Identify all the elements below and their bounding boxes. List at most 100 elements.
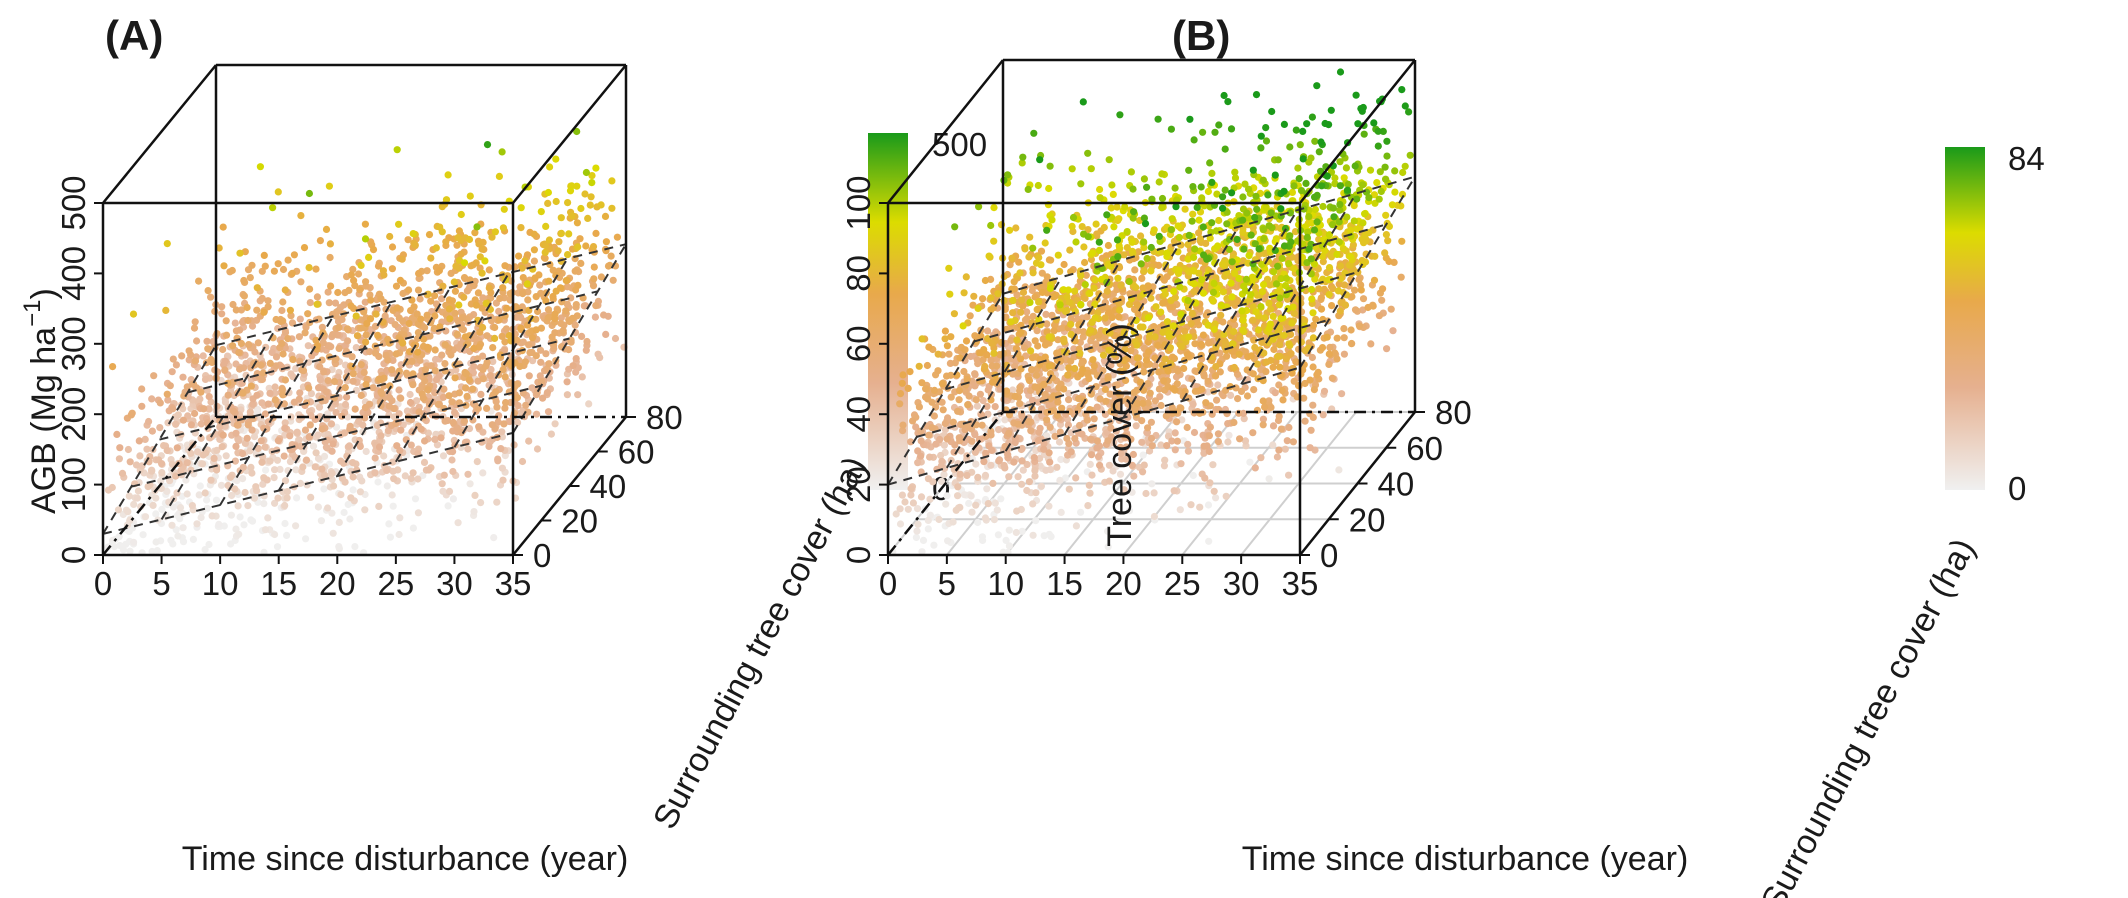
data-point: [517, 224, 525, 232]
data-point: [481, 257, 489, 265]
data-point: [1045, 184, 1053, 193]
data-point: [1184, 440, 1192, 448]
data-point: [378, 390, 386, 398]
data-point: [1193, 203, 1201, 211]
data-point: [177, 467, 185, 475]
data-point: [590, 275, 598, 283]
data-point: [1311, 205, 1319, 214]
data-point: [1391, 188, 1399, 196]
data-point: [1190, 253, 1198, 261]
data-point: [1131, 266, 1139, 274]
data-point: [201, 375, 210, 383]
data-point: [388, 265, 396, 273]
data-point: [1213, 396, 1221, 404]
data-point: [1310, 226, 1319, 234]
data-point: [488, 233, 496, 241]
data-point: [1292, 358, 1300, 366]
data-point: [1367, 340, 1375, 348]
data-point: [371, 349, 380, 357]
data-point: [205, 393, 213, 401]
data-point: [1353, 195, 1361, 203]
data-point: [266, 389, 274, 397]
data-point: [1313, 82, 1321, 90]
data-point: [204, 287, 212, 295]
data-point: [974, 360, 982, 368]
data-point: [1297, 187, 1306, 195]
data-point: [1321, 119, 1329, 128]
data-point: [1140, 175, 1148, 183]
data-point: [1382, 231, 1390, 239]
data-point: [1212, 227, 1220, 235]
data-point: [523, 251, 532, 259]
data-point: [1127, 168, 1135, 176]
data-point: [1333, 334, 1341, 342]
data-point: [580, 302, 588, 310]
data-point: [1147, 243, 1155, 252]
data-point: [1071, 287, 1079, 295]
data-point: [200, 405, 208, 413]
data-point: [201, 546, 209, 554]
data-point: [582, 346, 590, 354]
data-point: [940, 441, 949, 449]
z-tick-label: 0: [55, 546, 92, 564]
data-point: [126, 458, 134, 466]
data-point: [435, 267, 443, 275]
data-point: [244, 316, 252, 325]
data-point: [308, 352, 316, 360]
data-point: [536, 281, 544, 289]
data-point: [264, 514, 272, 522]
data-point: [253, 284, 261, 292]
data-point: [1296, 141, 1304, 149]
data-point: [132, 461, 141, 469]
data-point: [445, 305, 453, 313]
data-point: [320, 471, 329, 479]
data-point: [1210, 279, 1218, 287]
data-point: [1009, 309, 1017, 317]
data-point: [326, 240, 334, 248]
data-point: [483, 332, 491, 340]
data-point: [1012, 345, 1020, 353]
data-point: [1157, 441, 1165, 449]
data-point: [216, 423, 224, 431]
data-point: [522, 401, 530, 409]
data-point: [495, 307, 503, 315]
data-point: [1188, 309, 1196, 318]
data-point: [1335, 280, 1343, 288]
data-point: [1196, 235, 1205, 243]
data-point: [1290, 182, 1298, 190]
data-point: [1268, 107, 1276, 116]
data-point: [501, 404, 509, 412]
data-point: [1035, 428, 1043, 436]
data-point: [1190, 333, 1198, 341]
data-point: [312, 265, 320, 273]
data-point: [406, 348, 414, 356]
data-point: [335, 323, 343, 331]
data-point: [349, 459, 357, 467]
data-point: [280, 452, 288, 460]
data-point: [343, 393, 351, 401]
data-point: [502, 325, 510, 333]
data-point: [569, 314, 577, 322]
data-point: [433, 441, 441, 449]
data-point: [1033, 305, 1042, 313]
data-point: [423, 311, 431, 319]
data-point: [348, 353, 356, 361]
data-point: [301, 329, 309, 337]
data-point: [179, 524, 187, 532]
data-point: [912, 423, 920, 431]
data-point: [1023, 308, 1031, 316]
data-point: [405, 286, 413, 294]
data-point: [984, 410, 992, 418]
data-point: [1017, 308, 1025, 316]
data-point: [1267, 209, 1275, 217]
data-point: [1330, 213, 1338, 221]
data-point: [1317, 305, 1326, 313]
data-point: [482, 362, 490, 370]
data-point: [1243, 366, 1251, 374]
data-point: [1311, 275, 1319, 283]
data-point: [1248, 273, 1257, 281]
data-point: [343, 325, 351, 333]
data-point: [1329, 204, 1337, 212]
data-point: [1281, 364, 1289, 372]
data-point: [1067, 314, 1075, 323]
